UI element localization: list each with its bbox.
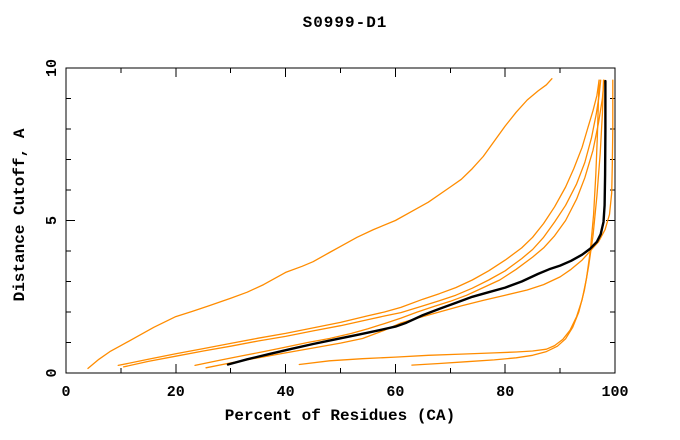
tick-labels: 0 20 40 60 80 100 0 5 10 — [44, 59, 629, 401]
curve-model-low-g — [411, 79, 605, 366]
y-axis-label: Distance Cutoff, A — [11, 128, 29, 301]
y-tick-label: 0 — [44, 368, 61, 377]
curve-model-d — [205, 79, 614, 369]
curve-highlighted-model — [226, 79, 607, 366]
x-tick-label: 80 — [496, 384, 514, 401]
x-tick-label: 100 — [601, 384, 628, 401]
x-tick-label: 0 — [61, 384, 70, 401]
curve-model-b2 — [122, 79, 602, 368]
plot-frame — [65, 67, 616, 374]
x-tick-label: 20 — [167, 384, 185, 401]
curve-series — [87, 78, 614, 370]
x-tick-label: 40 — [277, 384, 295, 401]
plot-title: S0999-D1 — [303, 14, 388, 32]
curve-model-c — [194, 79, 605, 367]
curve-model-low-f — [298, 79, 600, 366]
y-tick-label: 10 — [44, 59, 61, 77]
x-axis-label: Percent of Residues (CA) — [225, 407, 455, 425]
plot-border — [65, 67, 616, 374]
x-tick-label: 60 — [386, 384, 404, 401]
y-tick-label: 5 — [44, 216, 61, 225]
curve-model-steep — [87, 78, 553, 370]
axis-ticks — [65, 67, 616, 374]
curve-model-b1 — [117, 79, 600, 367]
